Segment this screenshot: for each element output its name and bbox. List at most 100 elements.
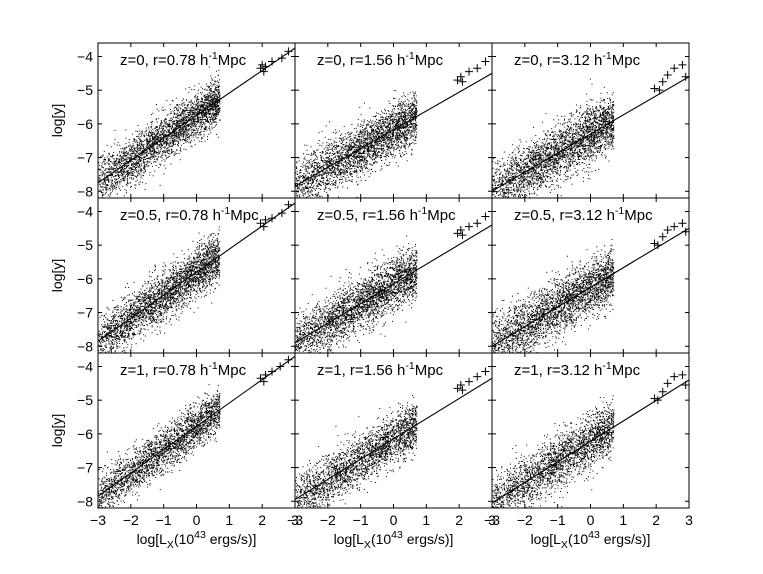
scatter-point — [394, 123, 396, 125]
scatter-point — [109, 175, 111, 176]
scatter-point — [316, 184, 318, 186]
scatter-point — [200, 103, 202, 105]
scatter-point — [404, 127, 406, 128]
scatter-point — [110, 184, 112, 186]
scatter-point — [310, 192, 312, 194]
scatter-point — [172, 134, 174, 136]
scatter-point — [368, 155, 370, 157]
scatter-point — [126, 153, 128, 155]
scatter-point — [188, 87, 190, 88]
scatter-point — [200, 121, 202, 123]
scatter-point — [207, 110, 209, 111]
scatter-point — [184, 122, 186, 124]
scatter-point — [299, 185, 301, 187]
scatter-point — [192, 112, 194, 114]
scatter-point — [190, 120, 192, 122]
scatter-point — [364, 162, 366, 164]
scatter-point — [157, 146, 159, 148]
scatter-point — [203, 111, 204, 113]
scatter-point — [143, 163, 145, 165]
scatter-point — [305, 186, 307, 188]
scatter-point — [381, 148, 383, 150]
scatter-point — [390, 136, 392, 138]
scatter-point — [162, 138, 164, 140]
scatter-point — [190, 130, 192, 132]
scatter-point — [357, 159, 359, 161]
scatter-point — [369, 127, 371, 129]
scatter-point — [323, 172, 325, 174]
scatter-point — [313, 171, 315, 173]
scatter-point — [113, 151, 115, 153]
y-tick-label: −7 — [77, 150, 93, 166]
scatter-point — [206, 89, 208, 91]
scatter-point — [172, 134, 174, 136]
scatter-point — [415, 113, 417, 115]
scatter-point — [331, 148, 333, 150]
scatter-point — [202, 130, 204, 132]
scatter-point — [392, 133, 394, 134]
scatter-point — [382, 132, 384, 134]
scatter-point — [172, 145, 174, 147]
scatter-point — [142, 149, 144, 151]
scatter-point — [214, 117, 216, 119]
scatter-point — [352, 151, 354, 153]
scatter-point — [311, 190, 313, 192]
scatter-point — [414, 115, 416, 117]
scatter-point — [374, 162, 376, 164]
scatter-point — [139, 144, 140, 146]
scatter-point — [214, 87, 216, 89]
scatter-point — [206, 98, 208, 100]
scatter-point — [99, 169, 101, 171]
scatter-point — [152, 144, 154, 145]
scatter-point — [200, 134, 202, 135]
scatter-point — [147, 138, 149, 140]
scatter-point — [133, 169, 135, 171]
scatter-point — [384, 119, 386, 120]
scatter-point — [387, 165, 389, 166]
scatter-point — [300, 172, 302, 174]
scatter-point — [121, 171, 122, 173]
scatter-point — [161, 137, 163, 139]
scatter-point — [159, 137, 161, 139]
scatter-point — [123, 172, 125, 174]
scatter-point — [358, 141, 360, 143]
scatter-point — [141, 147, 143, 149]
scatter-point — [170, 120, 172, 122]
scatter-point — [199, 134, 201, 136]
scatter-point — [126, 158, 128, 160]
scatter-point — [210, 90, 212, 92]
scatter-point — [213, 106, 215, 108]
scatter-point — [119, 144, 121, 146]
scatter-point — [132, 150, 134, 152]
scatter-point — [206, 93, 208, 95]
scatter-point — [137, 131, 139, 132]
scatter-point — [104, 173, 105, 175]
scatter-point — [351, 132, 353, 134]
scatter-point — [357, 125, 359, 127]
scatter-point — [319, 152, 321, 153]
scatter-point — [135, 180, 137, 182]
scatter-point — [403, 95, 405, 97]
scatter-point — [370, 145, 372, 147]
scatter-point — [208, 127, 210, 129]
scatter-point — [184, 121, 186, 123]
scatter-point — [100, 169, 102, 171]
scatter-point — [128, 146, 130, 147]
scatter-point — [207, 136, 209, 138]
scatter-point — [136, 141, 138, 143]
scatter-point — [295, 172, 297, 174]
scatter-point — [409, 126, 411, 128]
scatter-point — [360, 166, 361, 168]
scatter-point — [180, 133, 182, 135]
scatter-point — [102, 172, 104, 174]
scatter-point — [199, 116, 201, 118]
scatter-point — [378, 133, 380, 135]
scatter-point — [120, 164, 122, 166]
scatter-point — [404, 126, 406, 128]
scatter-point — [332, 171, 333, 173]
scatter-point — [305, 180, 307, 182]
scatter-point — [187, 116, 189, 118]
scatter-point — [161, 109, 163, 111]
scatter-point — [118, 155, 120, 157]
scatter-point — [104, 169, 106, 171]
